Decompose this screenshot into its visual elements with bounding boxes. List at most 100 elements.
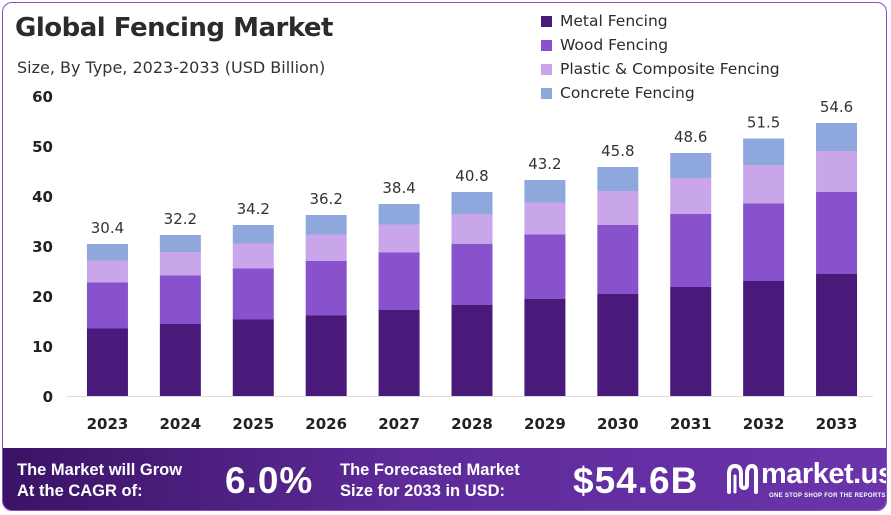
bar-segment-concrete-fencing (305, 215, 347, 235)
brand-logo-block: market.us ONE STOP SHOP FOR THE REPORTS (725, 458, 887, 504)
bar-segment-metal-fencing (232, 319, 274, 396)
bar-segment-plastic-composite-fencing (670, 178, 712, 214)
bar-segment-plastic-composite-fencing (451, 214, 493, 244)
cagr-value: 6.0% (225, 460, 314, 501)
brand-tagline: ONE STOP SHOP FOR THE REPORTS (769, 493, 886, 499)
bar-segment-metal-fencing (451, 305, 493, 396)
bar-segment-concrete-fencing (232, 225, 274, 244)
x-tick-label: 2031 (670, 415, 712, 433)
cagr-label-line2: At the CAGR of: (17, 482, 143, 500)
bar-segment-metal-fencing (670, 287, 712, 396)
bar-total-label: 43.2 (528, 155, 561, 173)
x-tick-label: 2029 (524, 415, 566, 433)
x-tick-label: 2024 (159, 415, 201, 433)
bar-total-label: 30.4 (91, 219, 124, 237)
legend-label-concrete: Concrete Fencing (560, 84, 695, 102)
x-tick-label: 2028 (451, 415, 493, 433)
bar-segment-concrete-fencing (86, 244, 128, 261)
chart-legend: Metal Fencing Wood Fencing Plastic & Com… (541, 9, 780, 105)
bar-total-label: 34.2 (237, 200, 270, 218)
bar-segment-metal-fencing (378, 310, 420, 396)
bar-segment-plastic-composite-fencing (86, 260, 128, 283)
bar-chart: 010203040506030.4202332.2202434.2202536.… (32, 88, 873, 433)
bar-segment-metal-fencing (524, 299, 566, 396)
y-tick-label: 50 (32, 138, 53, 156)
bar-segment-plastic-composite-fencing (597, 191, 639, 225)
legend-swatch-wood (541, 39, 552, 51)
bar-segment-wood-fencing (816, 192, 858, 274)
x-tick-label: 2033 (816, 415, 858, 433)
x-tick-label: 2030 (597, 415, 639, 433)
bar-total-label: 54.6 (820, 98, 853, 116)
legend-label-plastic: Plastic & Composite Fencing (560, 60, 780, 78)
bar-segment-plastic-composite-fencing (524, 202, 566, 235)
y-tick-label: 60 (32, 88, 53, 106)
bar-total-label: 40.8 (455, 167, 488, 185)
bar-segment-concrete-fencing (451, 192, 493, 214)
legend-label-wood: Wood Fencing (560, 36, 669, 54)
bar-segment-plastic-composite-fencing (816, 151, 858, 192)
y-tick-label: 10 (32, 338, 53, 356)
bar-segment-concrete-fencing (816, 123, 858, 151)
summary-banner: The Market will Grow At the CAGR of: 6.0… (3, 448, 887, 510)
bar-segment-plastic-composite-fencing (305, 234, 347, 261)
bar-segment-metal-fencing (159, 324, 201, 396)
bar-segment-plastic-composite-fencing (378, 224, 420, 253)
bar-total-label: 51.5 (747, 114, 780, 132)
bar-segment-concrete-fencing (597, 167, 639, 191)
bar-segment-plastic-composite-fencing (743, 165, 785, 204)
chart-subtitle: Size, By Type, 2023-2033 (USD Billion) (17, 58, 326, 77)
cagr-label-line1: The Market will Grow (17, 461, 183, 479)
bar-segment-plastic-composite-fencing (159, 252, 201, 276)
bar-segment-wood-fencing (86, 282, 128, 329)
bar-segment-concrete-fencing (378, 204, 420, 225)
legend-item-concrete: Concrete Fencing (541, 81, 780, 105)
bar-total-label: 45.8 (601, 142, 634, 160)
legend-item-metal: Metal Fencing (541, 9, 780, 33)
bar-total-label: 48.6 (674, 128, 707, 146)
bar-total-label: 32.2 (164, 210, 197, 228)
bar-segment-concrete-fencing (524, 180, 566, 203)
bar-segment-wood-fencing (597, 225, 639, 294)
bar-segment-wood-fencing (159, 275, 201, 324)
bar-total-label: 38.4 (382, 179, 415, 197)
bar-segment-wood-fencing (305, 261, 347, 316)
chart-title: Global Fencing Market (15, 13, 333, 43)
legend-swatch-concrete (541, 87, 552, 99)
bar-segment-concrete-fencing (743, 138, 785, 165)
y-tick-label: 30 (32, 238, 53, 256)
brand-name: market.us (761, 458, 887, 490)
bar-segment-wood-fencing (451, 244, 493, 305)
bar-segment-metal-fencing (597, 294, 639, 396)
legend-swatch-metal (541, 15, 552, 27)
y-tick-label: 40 (32, 188, 53, 206)
bar-segment-wood-fencing (378, 252, 420, 310)
forecast-value: $54.6B (573, 460, 699, 501)
bar-segment-metal-fencing (305, 315, 347, 396)
market-us-logo-icon (727, 463, 758, 494)
bar-segment-wood-fencing (743, 203, 785, 281)
x-tick-label: 2027 (378, 415, 420, 433)
x-tick-label: 2026 (305, 415, 347, 433)
x-tick-label: 2023 (87, 415, 129, 433)
x-tick-label: 2032 (743, 415, 785, 433)
forecast-label-line2: Size for 2033 in USD: (340, 482, 506, 500)
forecast-label-line1: The Forecasted Market (340, 461, 520, 479)
bar-segment-wood-fencing (524, 234, 566, 299)
legend-label-metal: Metal Fencing (560, 12, 668, 30)
bar-segment-wood-fencing (670, 214, 712, 287)
y-tick-label: 0 (43, 388, 53, 406)
bar-segment-metal-fencing (743, 281, 785, 396)
cagr-label: The Market will Grow At the CAGR of: (17, 460, 182, 502)
legend-swatch-plastic (541, 63, 552, 75)
bar-segment-concrete-fencing (159, 235, 201, 252)
forecast-label: The Forecasted Market Size for 2033 in U… (340, 460, 520, 502)
bar-total-label: 36.2 (309, 190, 342, 208)
y-tick-label: 20 (32, 288, 53, 306)
x-tick-label: 2025 (232, 415, 274, 433)
bar-segment-metal-fencing (816, 274, 858, 396)
bar-segment-concrete-fencing (670, 153, 712, 178)
legend-item-plastic: Plastic & Composite Fencing (541, 57, 780, 81)
bar-segment-metal-fencing (86, 328, 128, 396)
